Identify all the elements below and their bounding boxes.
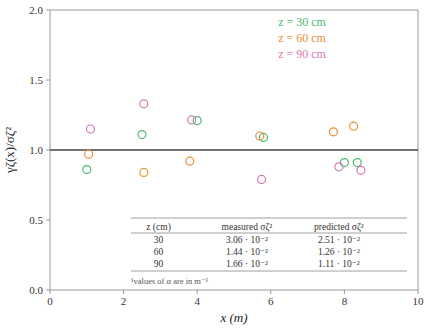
data-point xyxy=(258,175,266,183)
x-tick-label: 2 xyxy=(121,295,127,307)
table-cell: 1.44 · 10⁻² xyxy=(226,247,268,257)
legend-entry: z = 60 cm xyxy=(278,31,326,45)
table-header: predicted σζ² xyxy=(314,222,364,233)
x-tick-label: 0 xyxy=(47,295,53,307)
y-tick-label: 1.0 xyxy=(29,144,43,156)
table-cell: 1.66 · 10⁻² xyxy=(226,259,268,269)
data-point xyxy=(140,168,148,176)
data-point xyxy=(329,128,337,136)
x-tick-label: 4 xyxy=(194,295,200,307)
x-tick xyxy=(344,290,345,294)
x-tick xyxy=(270,290,271,294)
y-axis-label: γζ(x)/σζ² xyxy=(2,127,17,174)
data-point xyxy=(357,166,365,174)
table-cell: 30 xyxy=(154,235,164,245)
data-point xyxy=(85,150,93,158)
data-point xyxy=(335,163,343,171)
table-cell: 1.11 · 10⁻² xyxy=(318,259,360,269)
x-tick xyxy=(418,290,419,294)
x-tick xyxy=(197,290,198,294)
plot-frame xyxy=(50,10,418,290)
x-axis-label: x (m) xyxy=(219,310,247,325)
table-rule xyxy=(131,271,407,272)
y-tick xyxy=(46,290,50,291)
data-point xyxy=(353,159,361,167)
reference-line xyxy=(50,149,418,150)
x-tick xyxy=(123,290,124,294)
legend-entry: z = 30 cm xyxy=(278,15,326,29)
data-point xyxy=(83,166,91,174)
plot-area xyxy=(50,100,418,184)
table-header: z (cm) xyxy=(146,222,171,233)
table-cell: 3.06 · 10⁻² xyxy=(226,235,268,245)
data-point xyxy=(138,131,146,139)
y-tick-label: 2.0 xyxy=(29,4,43,16)
data-point xyxy=(140,100,148,108)
y-tick-label: 0.5 xyxy=(29,214,43,226)
x-tick xyxy=(50,290,51,294)
y-tick-label: 1.5 xyxy=(29,74,43,86)
table-cell: 2.51 · 10⁻² xyxy=(318,235,360,245)
footnote: ¹values of α are in m⁻¹ xyxy=(131,276,209,286)
x-tick-label: 6 xyxy=(268,295,274,307)
data-point xyxy=(256,132,264,140)
table-cell: 1.26 · 10⁻² xyxy=(318,247,360,257)
table-rule xyxy=(131,218,407,219)
y-tick xyxy=(46,220,50,221)
data-point xyxy=(86,125,94,133)
y-tick xyxy=(46,150,50,151)
y-tick xyxy=(46,80,50,81)
data-point xyxy=(186,157,194,165)
x-tick-label: 10 xyxy=(413,295,425,307)
table-header: measured σζ² xyxy=(222,222,273,233)
y-tick xyxy=(46,10,50,11)
table-cell: 90 xyxy=(154,259,164,269)
chart: 0 2 4 6 8 10 0.0 0.5 1.0 1.5 2.0 x (m) γζ(x)/σζ² z = … xyxy=(0,0,430,328)
data-point xyxy=(340,159,348,167)
x-tick-label: 8 xyxy=(342,295,348,307)
data-point xyxy=(350,122,358,130)
table-cell: 60 xyxy=(154,247,164,257)
legend-entry: z = 90 cm xyxy=(278,47,326,61)
table-rule xyxy=(131,233,407,234)
data-point xyxy=(188,116,196,124)
y-tick-label: 0.0 xyxy=(29,284,43,296)
